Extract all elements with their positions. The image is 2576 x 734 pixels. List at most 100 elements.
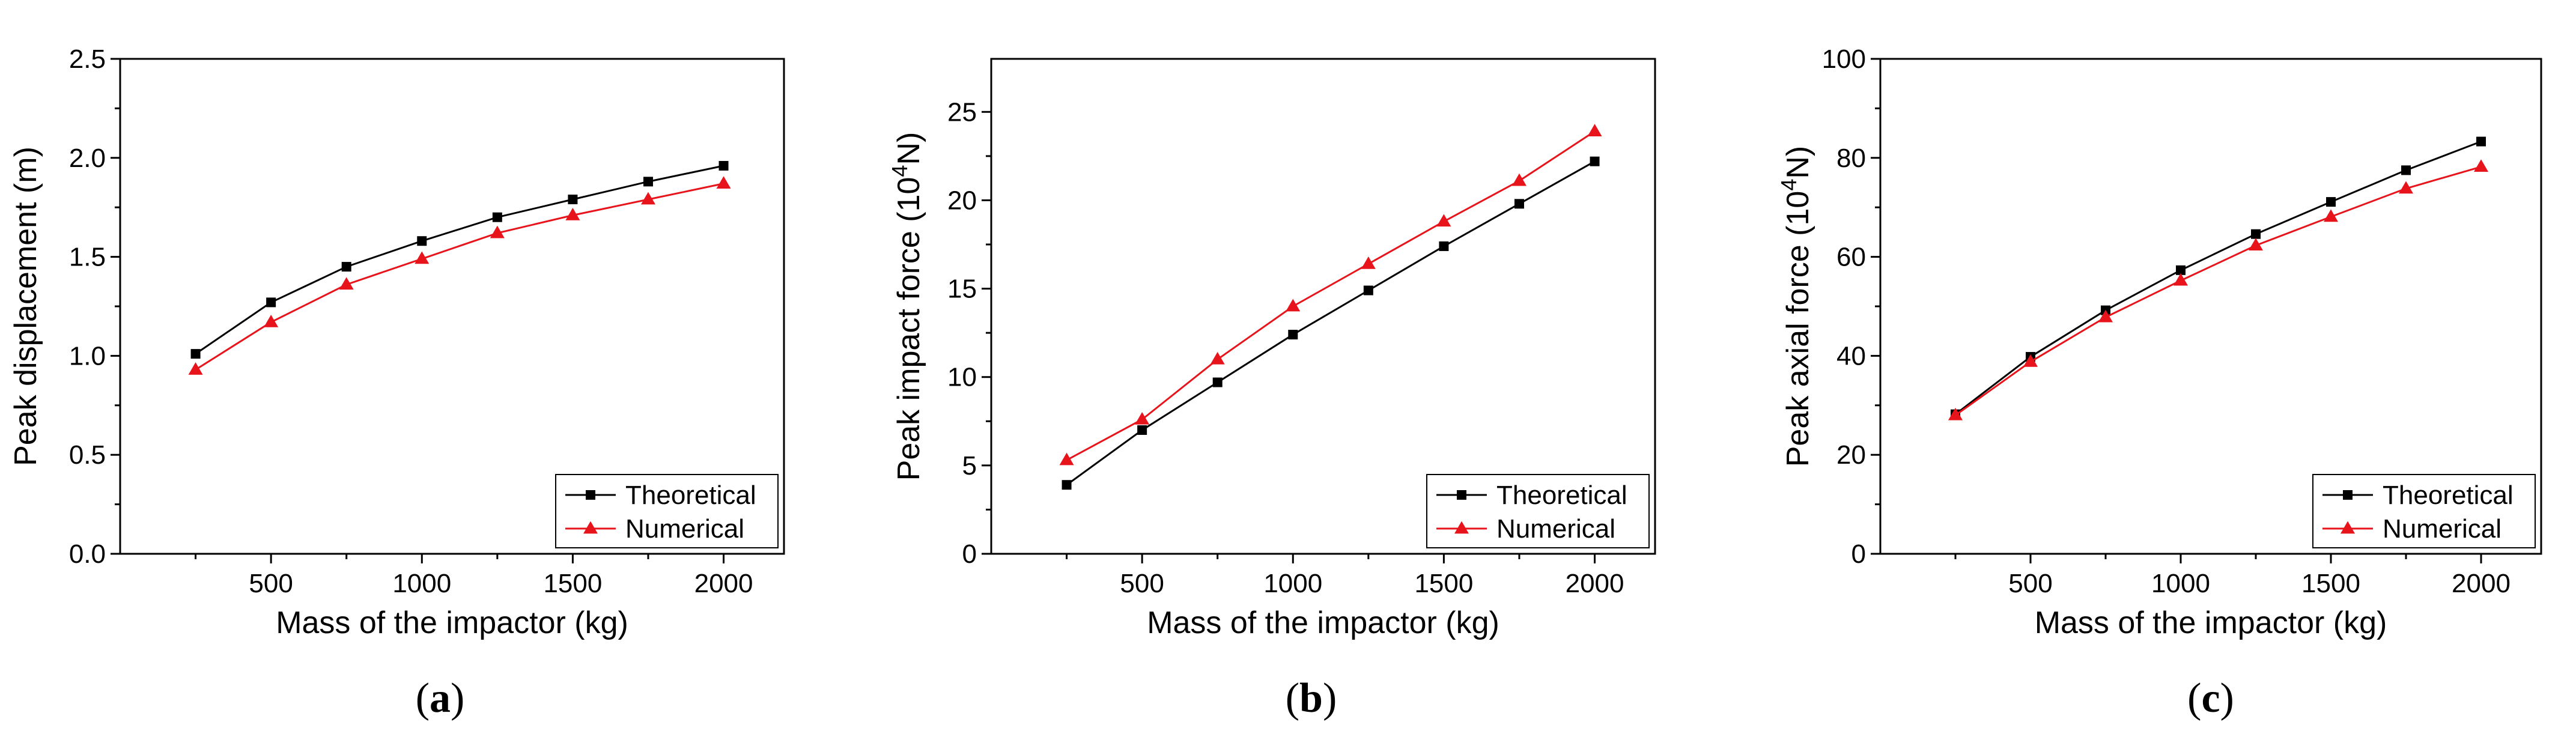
legend-label: Numerical	[1496, 514, 1615, 544]
data-point-theoretical	[190, 349, 201, 359]
data-point-numerical	[2023, 354, 2038, 367]
legend: Theoretical Numerical	[555, 474, 779, 548]
data-point-numerical	[1210, 351, 1225, 365]
data-point-numerical	[2399, 181, 2413, 194]
data-point-theoretical	[2401, 165, 2411, 175]
x-tick-label: 1500	[2301, 569, 2360, 598]
legend-box	[555, 474, 779, 548]
x-axis-title: Mass of the impactor (kg)	[2035, 605, 2387, 640]
x-tick-label: 500	[2008, 569, 2052, 598]
panel-label: (c)	[2187, 675, 2234, 721]
x-axis-title: Mass of the impactor (kg)	[1147, 605, 1499, 640]
data-point-theoretical	[492, 212, 502, 222]
legend-marker-theoretical	[586, 490, 595, 500]
legend-marker-theoretical	[1457, 490, 1466, 500]
data-point-theoretical	[568, 195, 578, 205]
x-tick-label: 1500	[543, 569, 602, 598]
data-point-numerical	[264, 314, 279, 327]
data-point-theoretical	[1288, 330, 1298, 340]
y-axis-title: Peak axial force (104N)	[1776, 146, 1815, 467]
legend-marker-numerical	[583, 521, 598, 534]
data-point-numerical	[2474, 159, 2488, 172]
x-tick-label: 1000	[392, 569, 451, 598]
data-point-numerical	[1436, 214, 1451, 227]
data-point-numerical	[2324, 209, 2338, 222]
data-point-numerical	[565, 207, 580, 220]
data-point-numerical	[640, 192, 655, 205]
chart-panel-a: 500 1000 1500 2000 0.0 0.5 1.0 1.5 2.0 2.5 Mass of…	[8, 44, 785, 721]
series-line-numerical	[195, 183, 724, 371]
y-axis-title-suffix: N)	[892, 132, 926, 165]
y-axis-title-superscript: 4	[1776, 179, 1801, 191]
y-tick-label: 20	[947, 186, 977, 215]
x-tick-label: 500	[1120, 569, 1164, 598]
panel-label-open-paren: (	[2187, 675, 2201, 721]
data-point-theoretical	[2476, 136, 2486, 147]
legend-label: Theoretical	[2383, 481, 2514, 510]
y-tick-label: 2.5	[69, 44, 106, 74]
legend: Theoretical Numerical	[1426, 474, 1650, 548]
legend-label: Numerical	[625, 514, 744, 544]
data-point-numerical	[2098, 309, 2113, 323]
y-axis-title-main: Peak axial force (10	[1781, 191, 1815, 467]
y-tick-label: 80	[1836, 144, 1866, 173]
legend-label: Theoretical	[625, 481, 756, 510]
data-point-theoretical	[718, 160, 729, 171]
series-line-theoretical	[1955, 141, 2482, 415]
legend-label: Theoretical	[1496, 481, 1627, 510]
y-tick-label: 0	[962, 539, 977, 569]
y-tick-label: 5	[962, 451, 977, 481]
data-point-theoretical	[1590, 156, 1600, 166]
data-point-theoretical	[2251, 229, 2261, 239]
legend-marker-numerical	[2341, 521, 2355, 534]
series-line-theoretical	[195, 165, 724, 355]
data-point-theoretical	[417, 236, 427, 246]
panel-label-close-paren: )	[2220, 675, 2234, 721]
y-tick-label: 100	[1822, 44, 1866, 74]
y-tick-label: 1.5	[69, 243, 106, 272]
x-tick-label: 2000	[1566, 569, 1624, 598]
series-line-numerical	[1955, 166, 2482, 416]
y-tick-label: 1.0	[69, 341, 106, 371]
panel-label: (b)	[1286, 675, 1337, 721]
x-tick-label: 1500	[1414, 569, 1473, 598]
data-point-numerical	[1587, 124, 1602, 137]
panel-label-letter: b	[1299, 675, 1323, 721]
y-tick-label: 15	[947, 274, 977, 304]
data-point-numerical	[490, 225, 505, 238]
y-tick-label: 40	[1836, 341, 1866, 371]
data-point-theoretical	[1137, 425, 1147, 435]
data-point-numerical	[1511, 173, 1526, 186]
y-tick-label: 0	[1852, 539, 1866, 569]
legend-label: Numerical	[2383, 514, 2502, 544]
y-tick-label: 0.5	[69, 440, 106, 470]
chart-panel-b: 500 1000 1500 2000 0 5 10 15 20 25 Mass of the imp…	[887, 58, 1656, 721]
data-point-theoretical	[1363, 285, 1373, 296]
y-axis-title-main: Peak impact force (10	[892, 177, 926, 481]
data-point-theoretical	[266, 297, 276, 308]
panel-label-close-paren: )	[1323, 675, 1337, 721]
data-point-numerical	[2174, 273, 2188, 286]
panel-label-open-paren: (	[416, 675, 430, 721]
data-point-numerical	[1059, 452, 1074, 466]
panel-label-open-paren: (	[1286, 675, 1299, 721]
y-tick-label: 20	[1836, 440, 1866, 470]
data-point-numerical	[1948, 407, 1963, 420]
plot-frame	[990, 58, 1656, 555]
x-tick-label: 1000	[2151, 569, 2210, 598]
y-axis-title-superscript: 4	[887, 165, 912, 177]
x-axis-title: Mass of the impactor (kg)	[276, 605, 628, 640]
y-tick-label: 10	[947, 363, 977, 392]
data-point-numerical	[1135, 411, 1150, 425]
data-point-numerical	[1361, 256, 1376, 269]
data-point-theoretical	[1514, 199, 1524, 209]
panel-label-close-paren: )	[451, 675, 464, 721]
data-point-theoretical	[1062, 480, 1072, 490]
legend: Theoretical Numerical	[2312, 474, 2536, 548]
y-axis-title: Peak displacement (m)	[8, 147, 43, 466]
data-point-numerical	[415, 251, 430, 264]
data-point-theoretical	[643, 177, 653, 187]
data-point-numerical	[716, 176, 731, 189]
legend-marker-numerical	[1454, 521, 1469, 534]
